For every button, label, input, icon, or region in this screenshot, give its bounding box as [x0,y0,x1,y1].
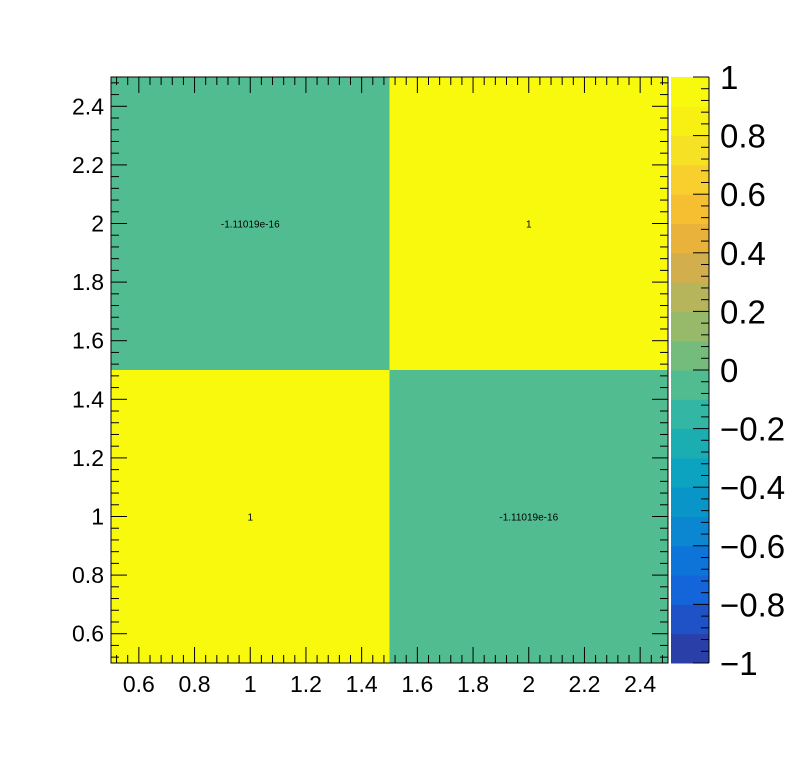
color-palette [671,76,710,664]
y-tick-label: 0.6 [72,621,104,647]
palette-tick-label: −0.8 [720,586,785,623]
palette-band [671,457,709,488]
x-axis-ticks [116,77,663,663]
x-tick-label: 2.2 [568,671,600,697]
palette-band [671,340,709,371]
palette-band [671,77,709,107]
plot-frame [110,76,669,664]
x-tick-label: 1.6 [401,671,433,697]
cell-value-label: -1.11019e-16 [499,513,558,524]
palette-band [671,516,709,547]
y-tick-label: 2.4 [72,93,104,119]
y-tick-label: 2 [91,211,104,237]
y-tick-label: 1.6 [72,328,104,354]
x-tick-label: 1.4 [346,671,378,697]
palette-tick-label: 0.8 [720,118,766,155]
palette-tick-label: 0.6 [720,176,766,213]
x-axis-tick-labels: 0.6 0.8 1 1.2 1.4 1.6 1.8 2 2.2 2.4 [123,671,656,697]
y-axis-tick-labels: 0.6 0.8 1 1.2 1.4 1.6 1.8 2 2.2 2.4 [72,93,104,646]
palette-tick-label: −0.2 [720,411,785,448]
y-tick-label: 1.4 [72,386,104,412]
x-tick-label: 0.6 [123,671,155,697]
cell-value-label: 1 [247,513,253,524]
palette-band [671,604,709,635]
palette-band [671,135,709,166]
heatmap-cell [389,77,668,370]
palette-band [671,487,709,517]
palette-band [671,282,709,312]
palette-tick-label: 1 [720,59,738,96]
y-tick-label: 1 [91,504,104,530]
heatmap-cells [111,77,668,663]
palette-tick-label: −0.6 [720,528,785,565]
palette-band [671,311,709,342]
palette-band [671,106,709,137]
palette-band [671,399,709,430]
y-tick-label: 0.8 [72,562,104,588]
x-tick-label: 1 [244,671,257,697]
palette-tick-label: −1 [720,645,758,682]
palette-band [671,428,709,459]
x-tick-label: 2 [522,671,535,697]
palette-tick-label: 0.2 [720,293,766,330]
y-axis-ticks [111,82,668,658]
palette-band [671,370,709,400]
palette-band [671,223,709,254]
x-tick-label: 2.4 [624,671,656,697]
heatmap-cell [111,77,390,370]
palette-band [671,545,709,576]
heatmap-cell [389,370,668,663]
heatmap-cell [111,370,390,663]
palette-tick-label: −0.4 [720,469,785,506]
cell-value-label: 1 [526,220,532,231]
palette-band [671,194,709,224]
cell-value-label: -1.11019e-16 [221,220,280,231]
x-tick-label: 0.8 [179,671,211,697]
palette-tick-label: 0.4 [720,235,766,272]
palette-band [671,252,709,283]
palette-tick-label: 0 [720,352,738,389]
heatmap-cell-labels: 1 -1.11019e-16 -1.11019e-16 1 [221,220,559,524]
x-tick-label: 1.2 [290,671,322,697]
y-tick-label: 1.8 [72,269,104,295]
y-tick-label: 2.2 [72,152,104,178]
color-palette-labels: −1 −0.8 −0.6 −0.4 −0.2 0 0.2 0.4 0.6 0.8 1 [720,59,785,682]
palette-band [671,575,709,605]
y-tick-label: 1.2 [72,445,104,471]
palette-band [671,164,709,195]
x-tick-label: 1.8 [457,671,489,697]
palette-band [671,633,709,664]
